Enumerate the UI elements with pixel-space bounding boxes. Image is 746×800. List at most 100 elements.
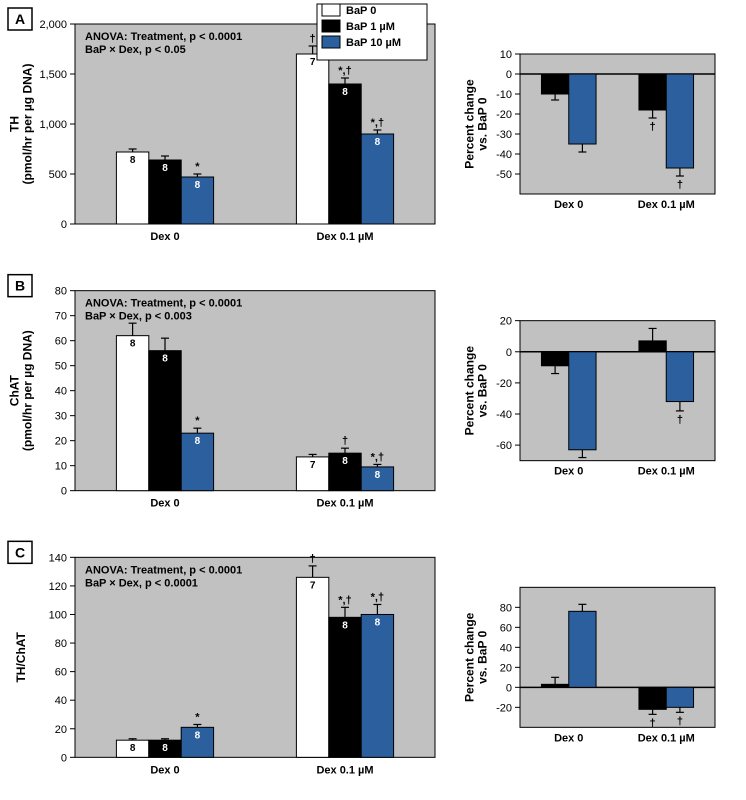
- svg-text:8: 8: [195, 180, 201, 191]
- svg-text:8: 8: [130, 339, 136, 350]
- svg-text:*,†: *,†: [371, 117, 384, 129]
- svg-text:Percent change: Percent change: [463, 612, 477, 702]
- legend-label: BaP 0: [346, 5, 376, 17]
- svg-text:Dex 0.1 µM: Dex 0.1 µM: [316, 231, 373, 243]
- svg-text:†: †: [310, 553, 316, 565]
- svg-text:8: 8: [375, 470, 381, 481]
- bar: [296, 54, 328, 224]
- svg-text:8: 8: [162, 743, 168, 754]
- svg-text:†: †: [650, 717, 656, 729]
- svg-text:Dex 0.1 µM: Dex 0.1 µM: [316, 764, 373, 776]
- bar: [666, 687, 693, 707]
- svg-text:7: 7: [310, 580, 316, 591]
- svg-text:20: 20: [55, 436, 67, 448]
- svg-text:0: 0: [61, 752, 67, 764]
- svg-text:†: †: [310, 33, 316, 45]
- svg-text:40: 40: [55, 386, 67, 398]
- legend-swatch: [322, 20, 340, 32]
- svg-text:Dex 0.1 µM: Dex 0.1 µM: [638, 732, 695, 744]
- svg-text:*,†: *,†: [371, 591, 384, 603]
- anova-text: ANOVA: Treatment, p < 0.0001: [85, 298, 242, 310]
- bar: [361, 614, 393, 757]
- svg-text:TH/ChAT: TH/ChAT: [14, 631, 28, 682]
- svg-text:vs. BaP 0: vs. BaP 0: [476, 364, 490, 417]
- svg-text:30: 30: [55, 411, 67, 423]
- svg-text:†: †: [677, 715, 683, 727]
- svg-text:†: †: [677, 179, 683, 191]
- panel-label: C: [15, 544, 25, 560]
- bar: [116, 336, 148, 491]
- anova-text: BaP × Dex, p < 0.05: [85, 44, 186, 56]
- panel-label: B: [15, 278, 25, 294]
- svg-text:500: 500: [49, 169, 67, 181]
- anova-text: ANOVA: Treatment, p < 0.0001: [85, 564, 242, 576]
- svg-text:8: 8: [130, 743, 136, 754]
- bar: [541, 74, 568, 94]
- svg-text:TH: TH: [8, 116, 22, 132]
- bar: [639, 687, 666, 709]
- bar: [541, 684, 568, 687]
- panel-label: A: [15, 11, 25, 27]
- svg-text:Percent change: Percent change: [463, 79, 477, 169]
- svg-text:Dex 0: Dex 0: [554, 732, 583, 744]
- svg-text:vs. BaP 0: vs. BaP 0: [476, 97, 490, 150]
- svg-text:-40: -40: [496, 409, 512, 421]
- bar: [639, 74, 666, 110]
- svg-text:-10: -10: [496, 89, 512, 101]
- svg-text:8: 8: [162, 354, 168, 365]
- svg-text:8: 8: [375, 137, 381, 148]
- svg-text:8: 8: [342, 456, 348, 467]
- svg-text:1,000: 1,000: [39, 119, 67, 131]
- svg-text:80: 80: [500, 602, 512, 614]
- svg-text:8: 8: [195, 730, 201, 741]
- svg-text:8: 8: [375, 617, 381, 628]
- svg-text:Dex 0: Dex 0: [554, 199, 583, 211]
- bar: [296, 577, 328, 757]
- svg-text:(pmol/hr per µg DNA): (pmol/hr per µg DNA): [21, 64, 35, 185]
- svg-text:-20: -20: [496, 702, 512, 714]
- svg-text:0: 0: [61, 219, 67, 231]
- svg-text:80: 80: [55, 286, 67, 298]
- anova-text: BaP × Dex, p < 0.003: [85, 311, 192, 323]
- legend-swatch: [322, 36, 340, 48]
- bar: [569, 611, 596, 687]
- svg-text:8: 8: [130, 155, 136, 166]
- svg-text:0: 0: [506, 69, 512, 81]
- svg-text:60: 60: [500, 622, 512, 634]
- svg-text:*,†: *,†: [371, 451, 384, 463]
- svg-text:1,500: 1,500: [39, 69, 67, 81]
- svg-text:140: 140: [49, 552, 67, 564]
- svg-text:7: 7: [310, 460, 316, 471]
- svg-text:Percent change: Percent change: [463, 346, 477, 436]
- svg-text:120: 120: [49, 581, 67, 593]
- svg-text:Dex 0: Dex 0: [150, 498, 179, 510]
- svg-text:8: 8: [342, 620, 348, 631]
- anova-text: ANOVA: Treatment, p < 0.0001: [85, 31, 242, 43]
- bar: [329, 84, 361, 224]
- svg-text:Dex 0: Dex 0: [554, 466, 583, 478]
- svg-text:†: †: [342, 435, 348, 447]
- bar: [666, 352, 693, 402]
- legend-label: BaP 10 µM: [346, 37, 401, 49]
- svg-text:ChAT: ChAT: [8, 374, 22, 406]
- legend-swatch: [322, 4, 340, 16]
- bar: [149, 351, 181, 491]
- svg-text:8: 8: [162, 163, 168, 174]
- svg-text:0: 0: [61, 486, 67, 498]
- svg-text:-40: -40: [496, 149, 512, 161]
- bar: [639, 341, 666, 352]
- svg-text:Dex 0: Dex 0: [150, 231, 179, 243]
- svg-text:-20: -20: [496, 378, 512, 390]
- svg-text:40: 40: [500, 642, 512, 654]
- svg-text:2,000: 2,000: [39, 19, 67, 31]
- svg-text:20: 20: [500, 316, 512, 328]
- svg-text:(pmol/hr per µg DNA): (pmol/hr per µg DNA): [21, 330, 35, 451]
- svg-text:70: 70: [55, 311, 67, 323]
- svg-text:0: 0: [506, 347, 512, 359]
- svg-text:Dex 0: Dex 0: [150, 764, 179, 776]
- bar: [541, 352, 568, 366]
- svg-text:0: 0: [506, 682, 512, 694]
- svg-text:-50: -50: [496, 169, 512, 181]
- svg-text:-30: -30: [496, 129, 512, 141]
- svg-text:Dex 0.1 µM: Dex 0.1 µM: [316, 498, 373, 510]
